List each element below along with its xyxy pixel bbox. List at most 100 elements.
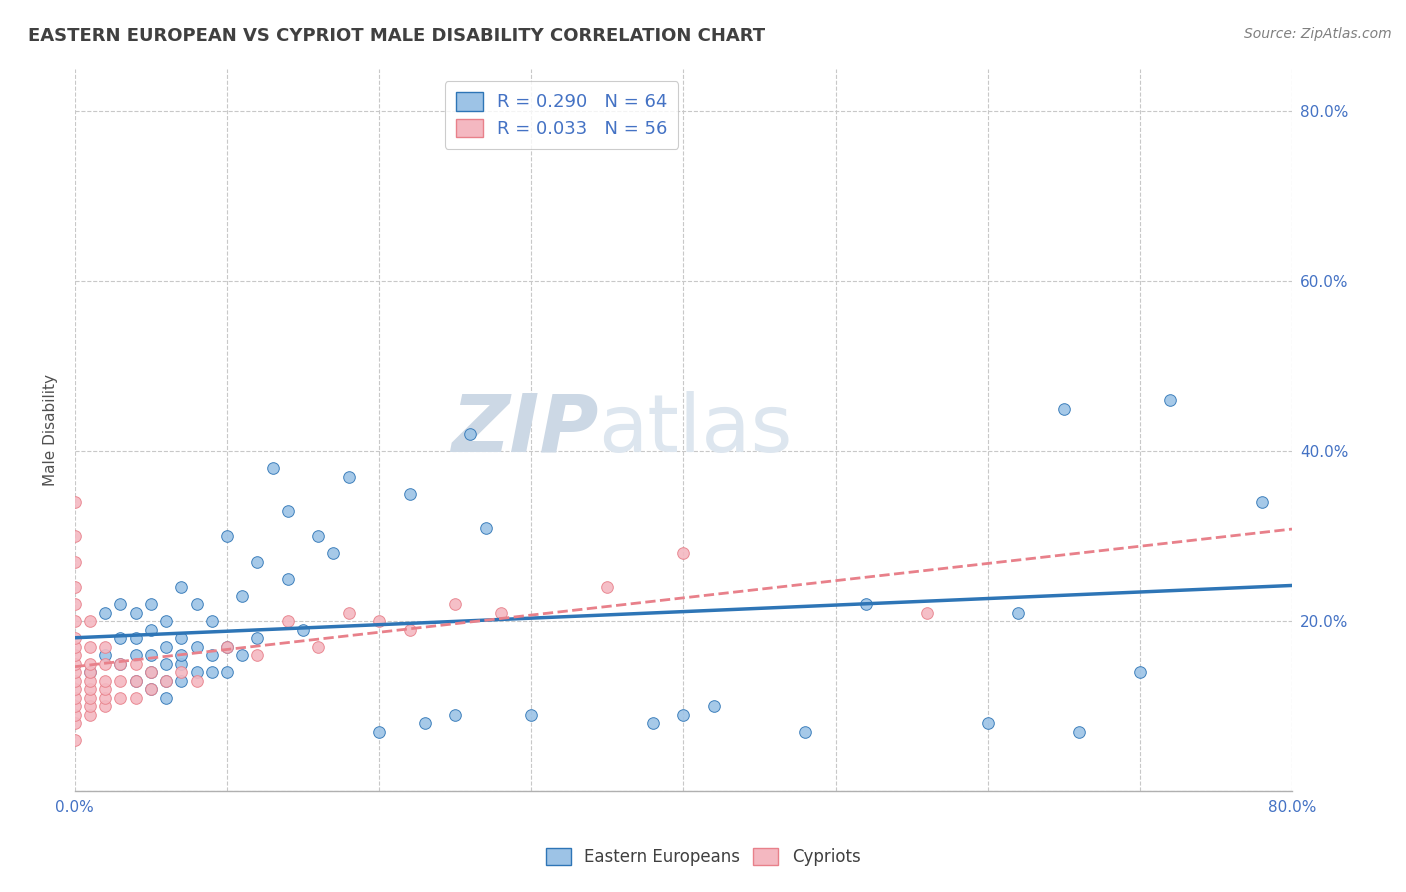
Point xyxy=(139,597,162,611)
Point xyxy=(139,682,162,697)
Point xyxy=(110,673,132,688)
Point xyxy=(246,555,269,569)
Point xyxy=(231,589,253,603)
Point xyxy=(79,690,101,705)
Point xyxy=(139,623,162,637)
Point xyxy=(124,690,146,705)
Point xyxy=(79,665,101,680)
Point xyxy=(215,640,238,654)
Text: Source: ZipAtlas.com: Source: ZipAtlas.com xyxy=(1244,27,1392,41)
Point xyxy=(368,614,391,628)
Point xyxy=(63,699,86,714)
Point xyxy=(201,665,224,680)
Point xyxy=(139,665,162,680)
Point xyxy=(79,699,101,714)
Point xyxy=(672,546,695,560)
Point xyxy=(110,631,132,645)
Point xyxy=(170,673,193,688)
Point xyxy=(186,673,208,688)
Point xyxy=(201,648,224,663)
Point xyxy=(124,657,146,671)
Point xyxy=(398,486,420,500)
Point xyxy=(63,665,86,680)
Point xyxy=(63,673,86,688)
Point xyxy=(63,614,86,628)
Point xyxy=(703,699,725,714)
Point xyxy=(186,640,208,654)
Point xyxy=(94,648,117,663)
Point xyxy=(794,724,817,739)
Point xyxy=(170,657,193,671)
Y-axis label: Male Disability: Male Disability xyxy=(44,374,58,486)
Point xyxy=(444,707,467,722)
Point xyxy=(307,640,329,654)
Point xyxy=(94,640,117,654)
Point xyxy=(170,648,193,663)
Point xyxy=(976,716,998,731)
Point xyxy=(63,631,86,645)
Point xyxy=(337,469,360,483)
Point xyxy=(63,555,86,569)
Legend: R = 0.290   N = 64, R = 0.033   N = 56: R = 0.290 N = 64, R = 0.033 N = 56 xyxy=(444,81,679,149)
Point xyxy=(215,529,238,543)
Point xyxy=(139,682,162,697)
Point xyxy=(155,657,177,671)
Point xyxy=(1053,401,1076,416)
Point xyxy=(139,648,162,663)
Point xyxy=(398,623,420,637)
Point xyxy=(170,631,193,645)
Point xyxy=(63,597,86,611)
Point xyxy=(124,648,146,663)
Point xyxy=(63,648,86,663)
Point xyxy=(337,606,360,620)
Point xyxy=(460,427,482,442)
Point xyxy=(672,707,695,722)
Point xyxy=(915,606,938,620)
Point xyxy=(63,690,86,705)
Point xyxy=(124,631,146,645)
Point xyxy=(63,657,86,671)
Point xyxy=(79,614,101,628)
Point xyxy=(79,640,101,654)
Point xyxy=(155,640,177,654)
Point xyxy=(79,682,101,697)
Point xyxy=(94,699,117,714)
Point xyxy=(110,690,132,705)
Point xyxy=(94,673,117,688)
Point xyxy=(63,733,86,747)
Point xyxy=(246,648,269,663)
Point xyxy=(63,495,86,509)
Text: atlas: atlas xyxy=(598,391,793,469)
Point xyxy=(63,580,86,594)
Point xyxy=(124,673,146,688)
Point xyxy=(641,716,664,731)
Point xyxy=(94,690,117,705)
Point xyxy=(155,690,177,705)
Point xyxy=(444,597,467,611)
Point xyxy=(110,597,132,611)
Point xyxy=(489,606,512,620)
Point xyxy=(63,682,86,697)
Point xyxy=(520,707,543,722)
Point xyxy=(94,657,117,671)
Point xyxy=(124,606,146,620)
Point xyxy=(1007,606,1029,620)
Point xyxy=(124,673,146,688)
Point xyxy=(262,461,284,475)
Point xyxy=(292,623,315,637)
Point xyxy=(79,665,101,680)
Text: ZIP: ZIP xyxy=(451,391,598,469)
Point xyxy=(413,716,436,731)
Point xyxy=(474,521,496,535)
Point xyxy=(155,673,177,688)
Text: EASTERN EUROPEAN VS CYPRIOT MALE DISABILITY CORRELATION CHART: EASTERN EUROPEAN VS CYPRIOT MALE DISABIL… xyxy=(28,27,765,45)
Point xyxy=(1067,724,1090,739)
Point xyxy=(307,529,329,543)
Point xyxy=(170,665,193,680)
Point xyxy=(63,707,86,722)
Point xyxy=(1159,393,1181,408)
Point xyxy=(1129,665,1152,680)
Point xyxy=(110,657,132,671)
Point xyxy=(596,580,619,594)
Point xyxy=(94,606,117,620)
